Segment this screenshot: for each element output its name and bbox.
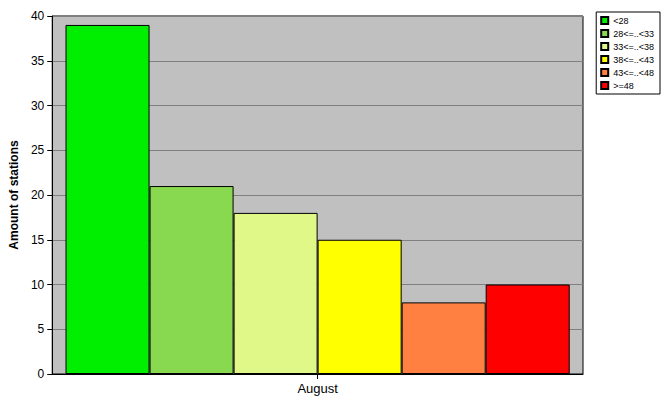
svg-text:>=48: >=48: [613, 81, 634, 91]
svg-text:10: 10: [31, 278, 45, 292]
svg-text:25: 25: [31, 143, 45, 157]
svg-text:20: 20: [31, 188, 45, 202]
svg-text:Amount of stations: Amount of stations: [7, 140, 21, 250]
svg-text:38<=..<43: 38<=..<43: [613, 55, 654, 65]
svg-text:35: 35: [31, 54, 45, 68]
svg-text:August: August: [297, 381, 338, 396]
svg-text:5: 5: [38, 322, 45, 336]
svg-text:28<=..<33: 28<=..<33: [613, 29, 654, 39]
svg-text:30: 30: [31, 99, 45, 113]
svg-text:0: 0: [38, 367, 45, 381]
svg-text:<28: <28: [613, 16, 628, 26]
svg-text:33<=..<38: 33<=..<38: [613, 42, 654, 52]
svg-text:15: 15: [31, 233, 45, 247]
svg-text:40: 40: [31, 9, 45, 23]
svg-text:43<=..<48: 43<=..<48: [613, 68, 654, 78]
